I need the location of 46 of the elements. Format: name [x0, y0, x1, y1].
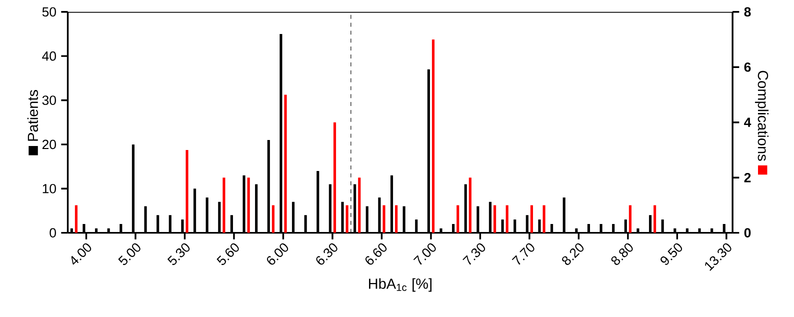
y2-tick-label: 8: [744, 7, 751, 17]
bar: [506, 205, 508, 233]
x-tick-label: 8.20: [562, 243, 584, 265]
x-tick-label: 5.00: [118, 243, 140, 266]
y-tick-label: 40: [42, 51, 56, 61]
x-tick-label: 7.70: [512, 243, 534, 265]
bar: [358, 178, 361, 233]
x-tick-label: 9.50: [660, 243, 682, 265]
bar: [333, 122, 336, 233]
y2-tick-label: 4: [744, 118, 752, 127]
y-tick-label: 30: [42, 96, 56, 105]
x-tick-label: 5.30: [167, 243, 190, 266]
x-tick-label: 7.30: [462, 243, 486, 265]
bar: [247, 178, 250, 233]
bar: [382, 205, 386, 233]
x-tick-label: 6.60: [365, 243, 387, 265]
bar: [456, 205, 460, 233]
bar: [186, 150, 188, 233]
x-tick-label: 5.60: [216, 243, 239, 266]
x-tick-label: 6.00: [266, 243, 288, 265]
bar: [222, 178, 226, 233]
bar: [530, 205, 534, 233]
y-tick-label: 10: [42, 184, 56, 194]
y-tick-label: 20: [42, 140, 56, 150]
y-axis-title: Patients: [27, 90, 38, 141]
bar: [654, 205, 656, 233]
y2-tick-label: 0: [744, 228, 751, 238]
bar: [432, 39, 435, 233]
bar: [74, 205, 78, 233]
bar: [542, 205, 546, 233]
y2-tick-label: 6: [744, 62, 751, 72]
bar: [346, 205, 348, 233]
y-tick-label: 50: [42, 7, 56, 17]
bar: [468, 178, 472, 233]
bar: [395, 205, 398, 233]
y-tick-label: 0: [50, 228, 56, 238]
bar: [272, 205, 274, 233]
x-tick-label: 6.30: [316, 243, 338, 265]
x-tick-label: 7.00: [413, 243, 436, 265]
x-tick-label: 8.80: [611, 243, 633, 265]
bar: [628, 205, 632, 233]
x-tick-label: 4.00: [71, 243, 92, 265]
bar: [284, 94, 287, 233]
y2-axis-title: Complications: [754, 70, 769, 161]
x-axis-title: HbA$_{1c}$ [%]: [369, 278, 432, 292]
y2-tick-label: 2: [744, 172, 751, 182]
